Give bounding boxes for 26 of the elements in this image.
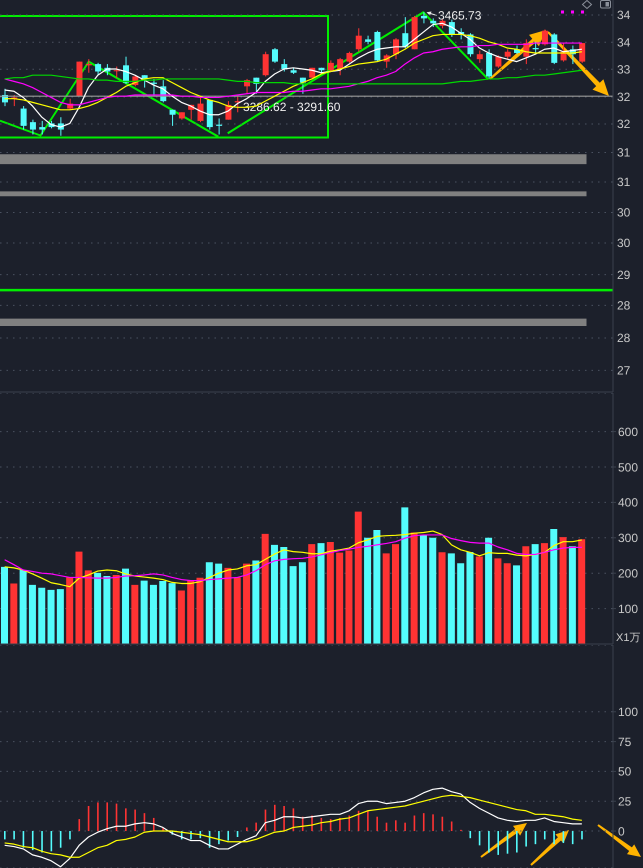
text: 32 <box>617 90 631 104</box>
text: 31 <box>617 175 631 190</box>
y-tick-label: 200 <box>618 566 638 580</box>
text: 28 <box>617 331 631 346</box>
text: 31 <box>617 146 631 160</box>
y-tick-label: 100 <box>618 705 638 720</box>
text: 33 <box>617 62 631 76</box>
y-tick-label: 50 <box>618 764 632 779</box>
text: 32 <box>617 117 631 132</box>
text: 29 <box>617 268 631 282</box>
y-tick-label: 25 <box>618 794 632 808</box>
text: 28 <box>617 298 631 313</box>
text: 34 <box>617 8 631 22</box>
text: 30 <box>617 206 631 220</box>
text: 30 <box>617 236 631 250</box>
y-tick-label: 400 <box>618 496 638 510</box>
annotation: 3465.73 <box>438 8 482 22</box>
y-axis-title: X1万 <box>616 632 640 644</box>
y-tick-label: 500 <box>618 460 638 474</box>
text: 27 <box>617 364 631 378</box>
y-tick-label: 75 <box>618 734 632 749</box>
y-tick-label: 100 <box>618 602 638 616</box>
y-tick-label: 600 <box>618 424 638 439</box>
text: 34 <box>617 36 631 50</box>
y-tick-label: 0 <box>618 824 625 838</box>
y-tick-label: 300 <box>618 531 638 546</box>
